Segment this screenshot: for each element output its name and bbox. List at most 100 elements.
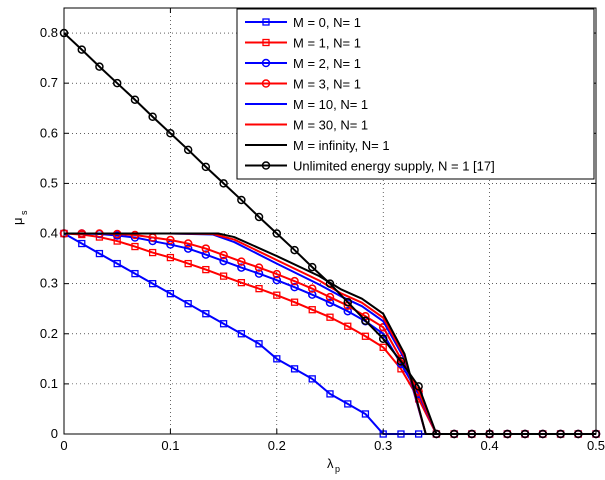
- data-point: [113, 259, 121, 268]
- legend-label: M = 0, N= 1: [293, 15, 361, 30]
- data-point: [78, 239, 86, 248]
- data-point: [325, 292, 335, 302]
- data-point: [237, 278, 246, 287]
- data-point: [202, 265, 210, 274]
- data-point: [290, 365, 299, 373]
- data-point: [343, 306, 353, 316]
- data-point: [344, 322, 352, 330]
- y-axis-label-main: μ: [10, 218, 25, 226]
- legend-box: [236, 8, 595, 180]
- data-point: [219, 272, 228, 280]
- data-point: [343, 297, 353, 307]
- data-point: [95, 249, 104, 258]
- data-point: [148, 279, 157, 288]
- data-point: [272, 275, 282, 285]
- series-2: [59, 229, 601, 439]
- legend-label: M = infinity, N= 1: [293, 138, 390, 153]
- data-point: [148, 112, 157, 122]
- x-axis-label: λ p: [327, 456, 340, 474]
- data-point: [273, 291, 281, 299]
- y-axis-label-sub: s: [19, 210, 29, 215]
- data-point: [237, 195, 246, 205]
- data-point: [166, 129, 175, 138]
- legend: M = 0, N= 1 M = 1, N= 1 M = 2, N= 1 M = 3, …: [236, 8, 595, 180]
- series-0: [60, 229, 600, 438]
- data-point: [290, 276, 299, 286]
- x-axis-label-sub: p: [335, 464, 340, 474]
- data-point: [184, 300, 192, 308]
- data-point: [378, 334, 388, 344]
- legend-label: M = 1, N= 1: [293, 36, 361, 51]
- data-point: [131, 242, 139, 251]
- data-point: [290, 282, 299, 292]
- x-axis-label-main: λ: [327, 456, 334, 471]
- data-point: [307, 290, 317, 299]
- data-point: [77, 45, 87, 54]
- x-tick-label: 0.3: [374, 438, 392, 453]
- plot-frame: [63, 7, 597, 435]
- data-point: [255, 340, 263, 348]
- data-point: [272, 269, 282, 279]
- data-point: [307, 284, 317, 293]
- data-point: [273, 355, 281, 363]
- series-6: [64, 232, 596, 435]
- x-tick-label: 0.2: [268, 438, 286, 453]
- data-point: [254, 212, 264, 222]
- data-point: [237, 257, 246, 266]
- y-tick-label: 0.2: [40, 326, 58, 341]
- legend-marker: [261, 58, 271, 68]
- y-tick-label: 0.7: [40, 75, 58, 90]
- data-point: [183, 239, 193, 248]
- legend-marker: [262, 38, 270, 47]
- data-point: [361, 410, 370, 418]
- data-point: [307, 262, 317, 272]
- series-1: [60, 229, 600, 438]
- data-point: [184, 259, 192, 268]
- legend-label: M = 10, N= 1: [293, 97, 368, 112]
- data-point: [255, 285, 263, 293]
- data-point: [201, 244, 211, 253]
- data-point: [131, 269, 139, 278]
- y-tick-label: 0.3: [40, 276, 58, 291]
- y-tick-label: 0.5: [40, 175, 58, 190]
- data-point: [361, 332, 370, 340]
- data-point: [272, 229, 282, 238]
- data-point: [325, 279, 335, 288]
- data-point: [202, 310, 210, 318]
- data-point: [183, 244, 193, 253]
- data-point: [379, 343, 387, 351]
- axis-ticks: 0 0.1 0.2 0.3 0.4 0.5 0 0.1 0.2 0.3 0.4 0.5 0.6 0.7 0.…: [40, 8, 605, 453]
- legend-marker: [262, 18, 270, 26]
- y-tick-label: 0: [51, 426, 58, 441]
- series-3: [59, 229, 601, 439]
- data-point: [219, 179, 228, 188]
- data-point: [166, 235, 175, 245]
- data-point: [254, 263, 264, 272]
- data-point: [219, 256, 228, 266]
- legend-label: M = 30, N= 1: [293, 118, 368, 133]
- data-point: [326, 313, 334, 321]
- legend-label: M = 2, N= 1: [293, 56, 361, 71]
- data-point: [95, 62, 104, 71]
- y-tick-label: 0.8: [40, 25, 58, 40]
- x-tick-label: 0.4: [481, 438, 499, 453]
- data-point: [130, 230, 140, 240]
- data-point: [344, 400, 352, 408]
- data-point: [308, 306, 316, 314]
- data-point: [201, 250, 211, 259]
- data-point: [290, 298, 299, 306]
- data-point: [326, 390, 334, 398]
- series-line: [64, 232, 596, 435]
- data-point: [112, 78, 122, 88]
- data-point: [361, 316, 370, 325]
- x-tick-label: 0.1: [161, 438, 179, 453]
- y-tick-label: 0.1: [40, 376, 58, 391]
- data-point: [290, 245, 299, 255]
- data-point: [219, 320, 228, 328]
- data-point: [396, 357, 406, 366]
- x-tick-label: 0.5: [587, 438, 605, 453]
- legend-label: M = 3, N= 1: [293, 77, 361, 92]
- data-point: [130, 95, 140, 104]
- data-point: [308, 375, 316, 383]
